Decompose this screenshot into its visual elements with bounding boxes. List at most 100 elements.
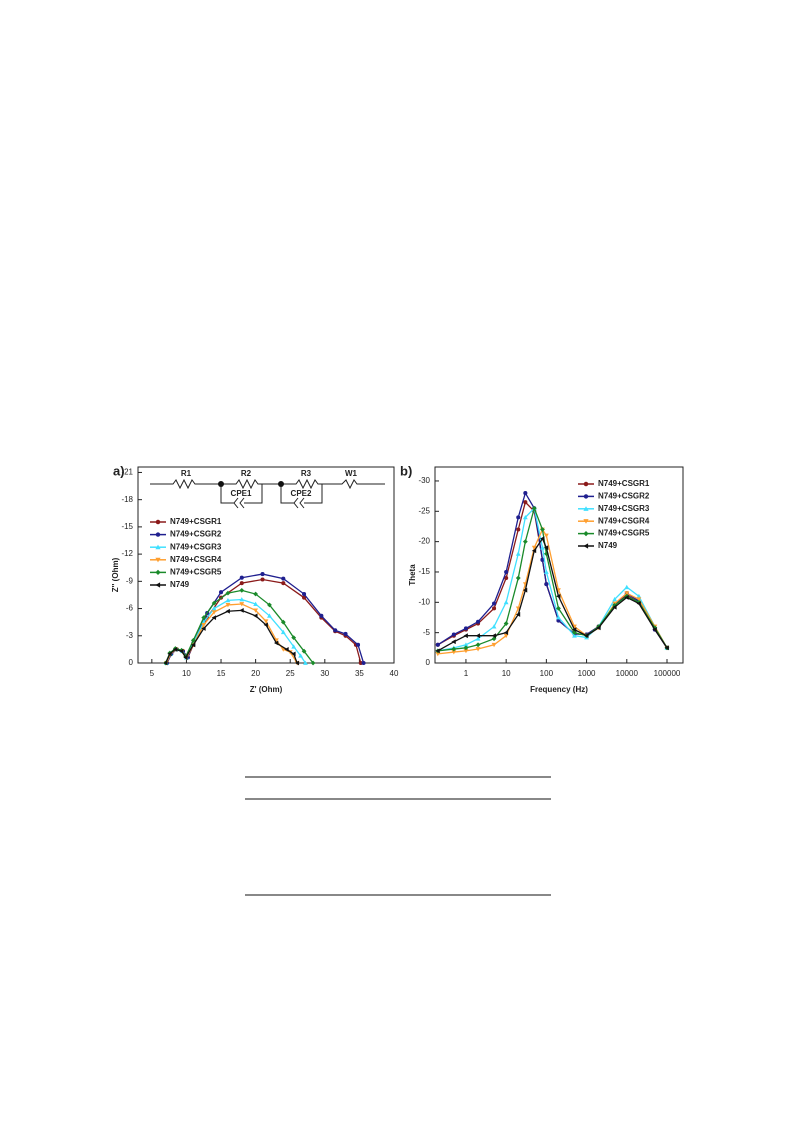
data-point — [281, 576, 286, 581]
data-point — [291, 644, 297, 649]
data-point — [355, 642, 361, 647]
x-tick-label: 25 — [286, 669, 295, 678]
data-point — [253, 601, 259, 606]
data-point — [218, 590, 224, 595]
data-point — [225, 590, 231, 596]
data-point — [211, 606, 217, 611]
data-point — [476, 619, 481, 624]
data-point — [475, 633, 480, 639]
data-point — [451, 639, 456, 645]
data-point — [503, 621, 509, 626]
data-point — [239, 575, 244, 580]
data-point — [225, 597, 231, 603]
series-line — [165, 609, 298, 664]
circuit-label: R1 — [181, 469, 192, 478]
series-line — [437, 506, 668, 652]
data-point — [435, 648, 440, 654]
data-point — [190, 642, 196, 648]
y-tick-label: -30 — [418, 476, 430, 485]
x-tick-label: 10000 — [616, 669, 639, 678]
data-point — [544, 582, 549, 587]
data-point — [239, 588, 245, 593]
y-tick-label: -21 — [121, 468, 133, 477]
data-point — [298, 653, 303, 658]
y-tick-label: -15 — [418, 567, 430, 576]
data-point — [584, 633, 589, 639]
data-point — [179, 648, 184, 654]
data-point — [543, 545, 549, 551]
data-point — [253, 608, 259, 613]
data-point — [310, 660, 316, 666]
y-tick-label: -18 — [121, 495, 133, 504]
y-tick-label: -10 — [418, 597, 430, 606]
data-point — [556, 605, 561, 611]
data-point — [624, 591, 630, 596]
data-point — [302, 591, 307, 597]
legend-label: N749+CSGR4 — [598, 516, 650, 525]
data-point — [463, 626, 468, 631]
x-tick-label: 40 — [390, 669, 399, 678]
legend-label: N749+CSGR1 — [598, 479, 650, 488]
data-point — [503, 630, 509, 636]
y-axis-label: Z'' (Ohm) — [111, 557, 120, 592]
data-point — [556, 615, 561, 620]
y-tick-label: 0 — [426, 658, 431, 667]
data-point — [267, 602, 272, 608]
data-point — [515, 612, 521, 617]
data-point — [239, 581, 244, 586]
data-point — [435, 642, 440, 647]
data-point — [540, 557, 545, 562]
data-point — [319, 613, 324, 618]
data-point — [516, 527, 521, 532]
data-point — [624, 584, 630, 590]
data-point — [201, 615, 207, 621]
data-point — [636, 593, 642, 599]
data-point — [516, 515, 521, 520]
data-point — [522, 587, 528, 593]
data-point — [267, 613, 272, 618]
data-point — [624, 595, 629, 600]
data-point — [260, 572, 265, 577]
x-tick-label: 10 — [502, 669, 511, 678]
x-tick-label: 5 — [150, 669, 155, 678]
data-point — [253, 613, 258, 619]
data-point — [491, 624, 497, 629]
data-point — [463, 642, 469, 647]
y-tick-label: -9 — [126, 576, 134, 585]
legend-marker — [155, 557, 161, 563]
series-line — [166, 578, 362, 664]
data-point — [523, 491, 528, 496]
data-point — [503, 599, 509, 605]
x-tick-label: 100000 — [654, 669, 681, 678]
data-point — [451, 650, 457, 655]
y-tick-label: 0 — [129, 658, 134, 667]
series-line — [166, 573, 365, 664]
data-point — [504, 576, 509, 581]
data-point — [225, 608, 230, 614]
y-tick-label: -20 — [418, 537, 430, 546]
data-point — [612, 604, 617, 610]
legend-label: N749 — [170, 580, 190, 589]
data-point — [343, 631, 348, 637]
circuit-label: R3 — [301, 469, 312, 478]
data-point — [543, 569, 549, 574]
data-point — [572, 627, 577, 633]
y-tick-label: -3 — [126, 631, 134, 640]
data-point — [263, 622, 268, 628]
legend-marker — [583, 531, 589, 537]
series-line — [437, 528, 668, 655]
y-tick-label: -25 — [418, 506, 430, 515]
legend-marker — [155, 569, 161, 575]
data-point — [201, 626, 206, 631]
data-point — [284, 646, 289, 652]
data-point — [303, 660, 308, 665]
data-point — [522, 514, 528, 520]
legend-marker — [583, 506, 589, 511]
y-tick-label: -12 — [121, 549, 133, 558]
panel-label: a) — [113, 463, 125, 478]
data-point — [239, 602, 245, 607]
legend-marker — [155, 544, 161, 550]
data-point — [515, 551, 521, 556]
data-point — [540, 527, 545, 532]
